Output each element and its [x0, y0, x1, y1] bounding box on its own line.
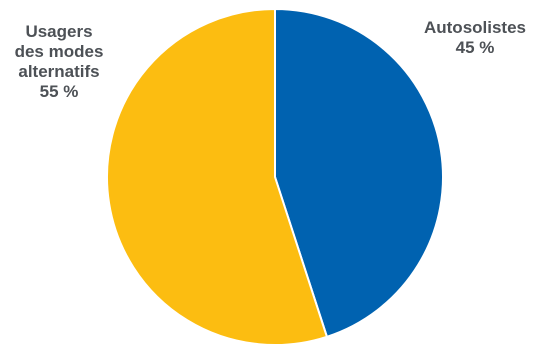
- slice-label-line: Usagers: [25, 22, 93, 41]
- slice-label-line: Autosolistes: [423, 18, 527, 37]
- slice-value-label: 45 %: [455, 38, 495, 57]
- pie-slice-1: [106, 7, 329, 346]
- slice-value-label: 55 %: [39, 82, 79, 101]
- slice-label-autosolistes: Autosolistes 45 %: [410, 18, 540, 58]
- slice-label-line: des modes: [14, 42, 104, 61]
- slice-label-line: alternatifs: [18, 62, 100, 81]
- pie-slice-0: [274, 7, 444, 339]
- slice-label-usagers: Usagers des modes alternatifs 55 %: [0, 22, 118, 102]
